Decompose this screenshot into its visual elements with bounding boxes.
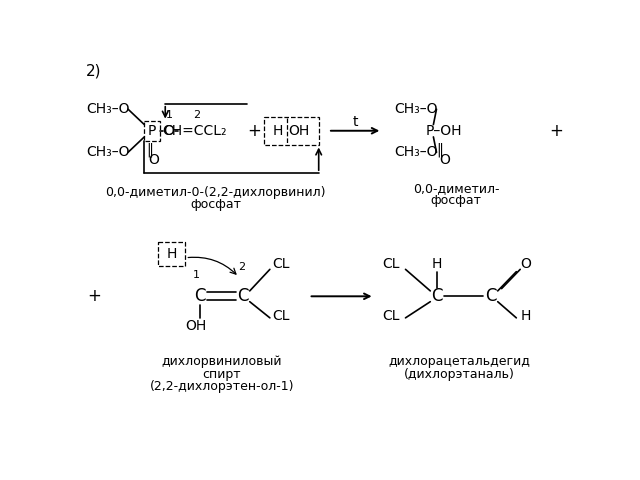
Text: O: O xyxy=(520,257,531,271)
Text: CH₃–O: CH₃–O xyxy=(86,102,130,116)
Text: OH: OH xyxy=(186,319,207,333)
Text: 1: 1 xyxy=(193,270,200,280)
Text: C: C xyxy=(485,288,497,305)
Bar xyxy=(157,241,186,266)
Text: O: O xyxy=(148,153,159,167)
Text: ‖: ‖ xyxy=(436,143,443,157)
Text: H: H xyxy=(273,124,283,138)
Text: C: C xyxy=(195,288,206,305)
Text: CH₃–O: CH₃–O xyxy=(394,102,437,116)
Text: ‖: ‖ xyxy=(147,143,153,157)
Text: C: C xyxy=(431,288,442,305)
Text: +: + xyxy=(87,288,101,305)
Text: +: + xyxy=(550,122,564,140)
Bar xyxy=(145,121,160,141)
Text: CH₃–O: CH₃–O xyxy=(394,145,437,159)
Text: H: H xyxy=(166,247,177,261)
Text: H: H xyxy=(520,309,531,323)
Text: CH₃–O: CH₃–O xyxy=(86,145,130,159)
Text: фосфат: фосфат xyxy=(190,198,241,211)
Text: CH=CCL₂: CH=CCL₂ xyxy=(163,124,227,138)
Text: CL: CL xyxy=(382,257,400,271)
Text: фосфат: фосфат xyxy=(430,194,481,207)
Text: (2,2-дихлорэтен-ол-1): (2,2-дихлорэтен-ол-1) xyxy=(150,380,294,393)
Text: дихлорацетальдегид: дихлорацетальдегид xyxy=(389,355,531,368)
Text: H: H xyxy=(431,257,442,271)
Text: CL: CL xyxy=(272,257,290,271)
Text: C: C xyxy=(237,288,248,305)
Bar xyxy=(264,117,319,144)
Text: 2: 2 xyxy=(193,110,200,120)
Text: дихлорвиниловый: дихлорвиниловый xyxy=(161,355,282,368)
Text: 0,0-диметил-: 0,0-диметил- xyxy=(413,182,499,195)
Text: 2: 2 xyxy=(237,262,244,272)
Text: 2): 2) xyxy=(86,64,102,79)
Text: 1: 1 xyxy=(166,110,173,120)
Text: OH: OH xyxy=(288,124,309,138)
Text: CL: CL xyxy=(272,309,290,323)
Text: P: P xyxy=(148,124,156,138)
Text: P–OH: P–OH xyxy=(426,124,463,138)
Text: CL: CL xyxy=(382,309,400,323)
Text: спирт: спирт xyxy=(202,368,241,381)
Text: O: O xyxy=(439,153,450,167)
Text: 0,0-диметил-0-(2,2-дихлорвинил): 0,0-диметил-0-(2,2-дихлорвинил) xyxy=(106,186,326,199)
Text: +: + xyxy=(248,122,261,140)
Text: t: t xyxy=(353,115,358,129)
Text: (дихлорэтаналь): (дихлорэтаналь) xyxy=(404,368,515,381)
Text: O: O xyxy=(164,124,175,138)
